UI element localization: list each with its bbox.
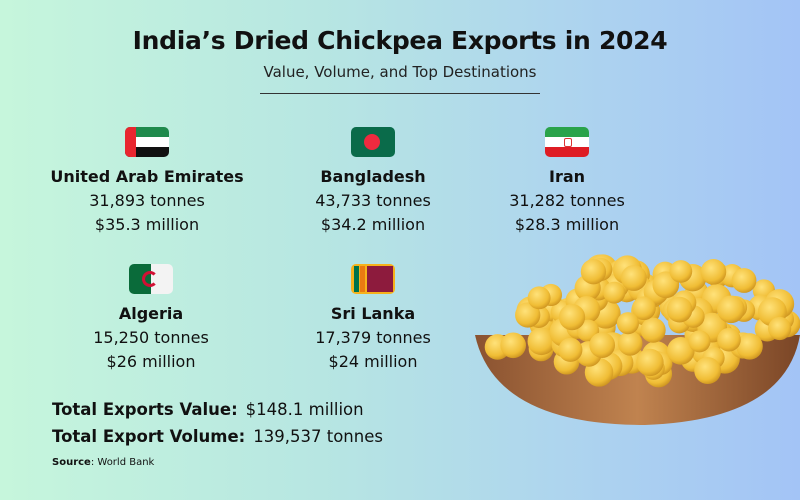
chickpea <box>768 316 792 341</box>
chickpea <box>500 332 527 359</box>
country-card-algeria: Algeria 15,250 tonnes $26 million <box>36 264 266 374</box>
chickpea <box>558 303 586 331</box>
country-name: Sri Lanka <box>330 304 416 323</box>
chickpea <box>589 332 616 358</box>
chickpea <box>688 330 711 353</box>
chickpeas <box>484 254 800 388</box>
country-volume: 17,379 tonnes <box>315 328 431 347</box>
country-name: Algeria <box>118 304 184 323</box>
source-text: : World Bank <box>90 457 155 468</box>
chickpea <box>666 296 693 323</box>
chickpea <box>736 333 763 360</box>
country-name: United Arab Emirates <box>50 167 244 186</box>
divider <box>260 93 540 94</box>
chickpea <box>632 296 656 321</box>
country-name: Iran <box>548 167 586 186</box>
country-card-bangladesh: Bangladesh 43,733 tonnes $34.2 million <box>258 127 488 237</box>
algeria-flag-icon <box>129 264 173 294</box>
total-value-label: Total Exports Value: <box>52 400 238 419</box>
source-label: Source <box>52 457 91 468</box>
chickpea <box>620 265 647 291</box>
total-value-amount: $148.1 million <box>245 400 364 419</box>
chickpea-bowl-image <box>475 254 800 425</box>
country-value: $26 million <box>106 352 196 371</box>
country-volume: 43,733 tonnes <box>315 191 431 210</box>
chickpea <box>636 348 664 377</box>
chickpea <box>694 357 722 385</box>
source-note: Source: World Bank <box>52 457 154 468</box>
chickpea <box>700 259 727 285</box>
country-volume: 31,893 tonnes <box>89 191 205 210</box>
total-volume: Total Export Volume: 139,537 tonnes <box>52 427 383 446</box>
country-value: $35.3 million <box>94 215 200 234</box>
country-volume: 15,250 tonnes <box>93 328 209 347</box>
country-volume: 31,282 tonnes <box>509 191 625 210</box>
country-card-sri-lanka: Sri Lanka 17,379 tonnes $24 million <box>258 264 488 374</box>
chickpea <box>640 317 666 343</box>
country-value: $28.3 million <box>514 215 620 234</box>
chickpea <box>731 268 757 293</box>
country-value: $24 million <box>328 352 418 371</box>
chickpea <box>603 281 626 304</box>
country-card-uae: United Arab Emirates 31,893 tonnes $35.3… <box>32 127 262 237</box>
total-volume-amount: 139,537 tonnes <box>253 427 383 446</box>
total-value: Total Exports Value: $148.1 million <box>52 400 364 419</box>
chickpea <box>527 286 551 310</box>
country-name: Bangladesh <box>320 167 426 186</box>
sri-lanka-flag-icon <box>351 264 395 294</box>
chickpea <box>558 337 583 362</box>
uae-flag-icon <box>125 127 169 157</box>
country-card-iran: Iran 31,282 tonnes $28.3 million <box>452 127 682 237</box>
page-title: India’s Dried Chickpea Exports in 2024 <box>132 26 668 55</box>
chickpea <box>527 327 556 356</box>
chickpea <box>616 312 639 335</box>
country-value: $34.2 million <box>320 215 426 234</box>
bangladesh-flag-icon <box>351 127 395 157</box>
page-subtitle: Value, Volume, and Top Destinations <box>263 63 537 81</box>
chickpea <box>717 327 741 352</box>
chickpea <box>580 259 607 285</box>
iran-flag-icon <box>545 127 589 157</box>
chickpea <box>669 260 693 283</box>
total-volume-label: Total Export Volume: <box>52 427 246 446</box>
chickpea <box>717 295 745 324</box>
chickpea <box>666 337 695 365</box>
chickpea <box>515 302 541 328</box>
chickpea <box>617 331 643 356</box>
